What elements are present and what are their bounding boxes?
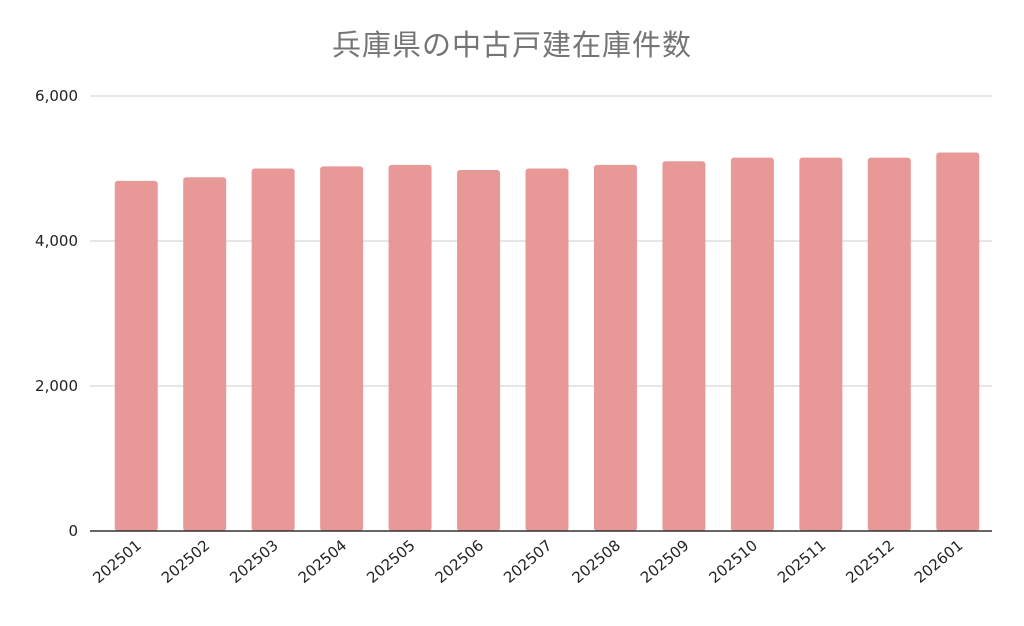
- bar: [525, 168, 569, 531]
- bar: [730, 157, 774, 531]
- y-axis-ticks: 0 2,000 4,000 6,000: [35, 87, 78, 540]
- bar: [593, 164, 637, 531]
- x-axis-ticks: 202501 202502 202503 202504 202505 202506 2025…: [89, 536, 966, 587]
- x-tick-label: 202511: [774, 536, 829, 587]
- bar: [251, 168, 295, 531]
- bar: [114, 180, 158, 531]
- x-tick-label: 202503: [226, 536, 281, 587]
- x-tick-label: 202512: [842, 536, 897, 587]
- x-tick-label: 202502: [158, 536, 213, 587]
- x-tick-label: 202504: [295, 536, 350, 587]
- y-tick-label: 2,000: [35, 377, 78, 395]
- y-tick-label: 4,000: [35, 232, 78, 250]
- y-tick-label: 0: [68, 522, 78, 540]
- x-tick-label: 202509: [637, 536, 692, 587]
- y-tick-label: 6,000: [35, 87, 78, 105]
- bar: [320, 166, 364, 531]
- x-tick-label: 202510: [706, 536, 761, 587]
- bar: [936, 152, 980, 532]
- bar: [457, 169, 501, 531]
- x-tick-label: 202508: [569, 536, 624, 587]
- bar: [183, 177, 227, 531]
- bar: [799, 157, 843, 531]
- x-tick-label: 202601: [911, 536, 966, 587]
- bar: [867, 157, 911, 531]
- bar: [662, 161, 706, 531]
- x-tick-label: 202506: [432, 536, 487, 587]
- bar: [388, 164, 432, 531]
- x-tick-label: 202507: [500, 536, 555, 587]
- chart-title: 兵庫県の中古戸建在庫件数: [331, 28, 692, 62]
- x-tick-label: 202501: [89, 536, 144, 587]
- x-tick-label: 202505: [363, 536, 418, 587]
- bars: [114, 152, 980, 532]
